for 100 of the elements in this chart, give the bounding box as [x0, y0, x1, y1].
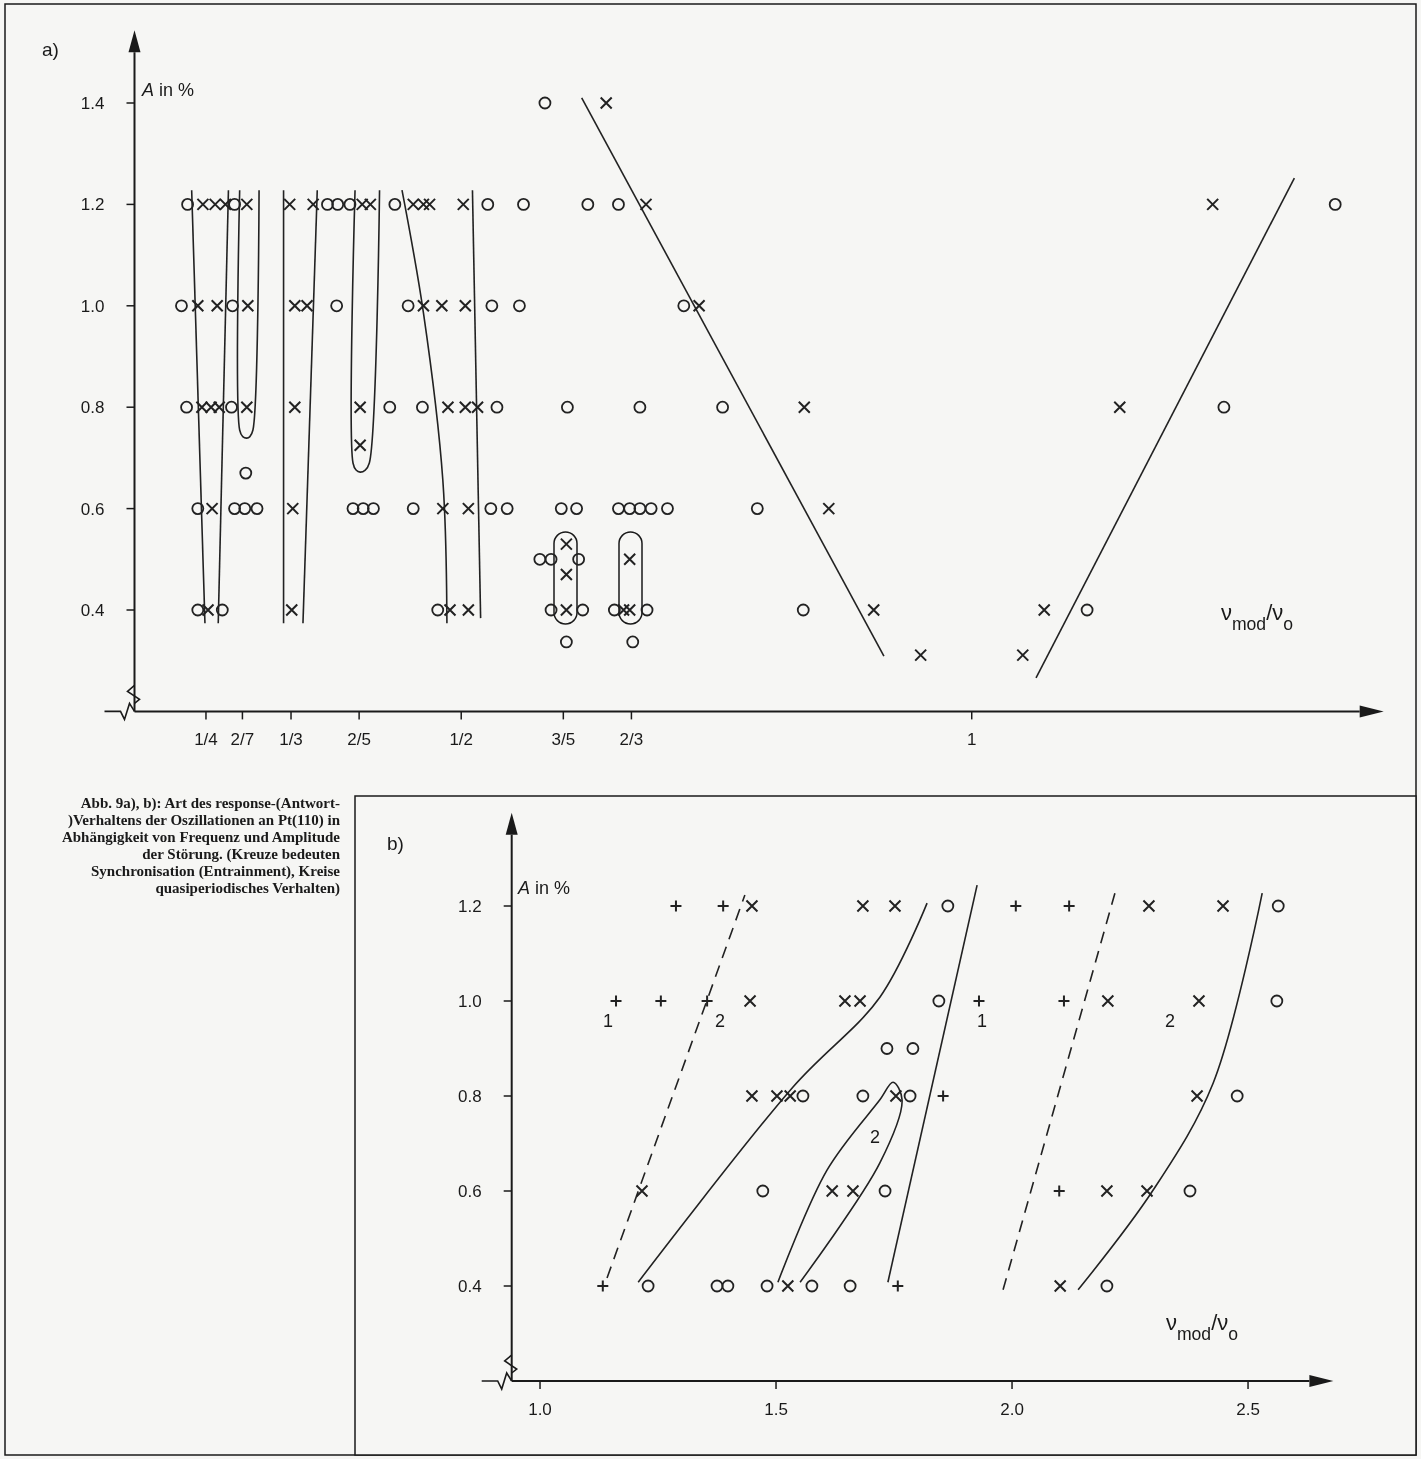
x-tick-label: 1/2	[449, 730, 474, 750]
point	[843, 1279, 857, 1293]
point	[880, 1042, 894, 1055]
y-tick-label: 1.0	[80, 296, 105, 316]
point	[285, 603, 299, 617]
point	[458, 299, 472, 313]
chart-title: b)	[387, 833, 404, 854]
point	[623, 552, 637, 566]
point	[639, 197, 653, 211]
annotation: 2	[714, 1011, 726, 1031]
point	[743, 994, 757, 1008]
point	[1206, 197, 1220, 211]
point	[1101, 994, 1115, 1008]
point	[617, 603, 631, 617]
point	[288, 400, 302, 414]
point	[1100, 1184, 1114, 1198]
point	[441, 400, 455, 414]
point	[781, 1279, 795, 1293]
point	[559, 603, 573, 617]
point	[416, 299, 430, 313]
annotation: 1	[976, 1011, 988, 1031]
point	[796, 1089, 810, 1103]
line-series	[1077, 892, 1263, 1291]
x-tick-label: 2/5	[347, 730, 371, 750]
point	[283, 197, 297, 211]
x-tick-label: 1	[966, 730, 977, 750]
point	[210, 299, 224, 313]
point	[822, 502, 836, 516]
y-tick-label: 0.8	[80, 398, 105, 418]
point	[1216, 899, 1230, 913]
line-series	[637, 902, 928, 1283]
x-tick-label: 3/5	[551, 730, 576, 750]
point	[745, 1089, 759, 1103]
y-axis-title: A in %	[141, 80, 195, 100]
point	[856, 1089, 870, 1103]
point	[435, 299, 449, 313]
x-tick-label: 1/3	[279, 730, 303, 750]
point	[599, 96, 613, 110]
y-tick-label: 0.4	[80, 601, 105, 620]
point	[241, 299, 255, 313]
y-tick-label: 1.0	[458, 992, 482, 1011]
point	[721, 1279, 735, 1293]
point	[201, 603, 215, 617]
point	[853, 994, 867, 1008]
point	[888, 899, 902, 913]
annotation: 2	[869, 1127, 881, 1147]
point	[1190, 1089, 1204, 1103]
y-tick-label: 1.2	[458, 897, 482, 916]
point	[353, 438, 367, 452]
point	[286, 502, 300, 516]
y-tick-label: 1.4	[80, 94, 105, 113]
annotation: 1	[602, 1011, 614, 1031]
y-tick-label: 0.6	[458, 1182, 482, 1201]
y-axis-title: A in %	[517, 878, 571, 898]
x-tick-label: 1.5	[764, 1400, 788, 1419]
point	[240, 197, 254, 211]
point	[941, 899, 955, 913]
point	[1113, 400, 1127, 414]
point	[191, 299, 205, 313]
point	[240, 400, 254, 414]
point	[760, 1279, 774, 1293]
point	[1053, 1279, 1067, 1293]
point	[635, 1184, 649, 1198]
caption: Abb. 9a), b): Art des response-(Antwort-)Verhaltens der Oszillationen an Pt(110) in Abhängigkeit von Frequenz und Amplitude der Störung. (Kreuze bedeuten Synchronisation (Entrainment), Kreise quasiperiodisches Verhalten)	[61, 795, 341, 897]
y-tick-label: 0.8	[458, 1087, 482, 1106]
x-tick-label: 1/4	[194, 730, 218, 750]
point	[641, 1279, 655, 1293]
point	[353, 400, 367, 414]
point	[1271, 899, 1285, 913]
point	[805, 1279, 819, 1293]
point	[867, 603, 881, 617]
x-tick-label: 2.0	[1000, 1400, 1024, 1419]
point	[559, 537, 573, 551]
point	[205, 502, 219, 516]
point	[906, 1042, 920, 1055]
point	[889, 1089, 903, 1103]
x-tick-label: 2/3	[619, 730, 644, 750]
point	[825, 1184, 839, 1198]
point	[461, 502, 475, 516]
point	[797, 400, 811, 414]
y-tick-label: 1.2	[80, 195, 105, 215]
point	[710, 1279, 724, 1293]
point	[1142, 899, 1156, 913]
point	[423, 197, 437, 211]
point	[1192, 994, 1206, 1008]
point	[443, 603, 457, 617]
point	[903, 1089, 917, 1103]
point	[461, 603, 475, 617]
point	[1016, 648, 1030, 662]
y-tick-label: 0.6	[80, 499, 105, 519]
point	[559, 568, 573, 582]
point	[1100, 1279, 1114, 1293]
annotation: 2	[1164, 1011, 1176, 1031]
point	[456, 197, 470, 211]
point	[306, 197, 320, 211]
point	[1230, 1089, 1244, 1103]
point	[623, 603, 637, 617]
x-tick-label: 1.0	[528, 1400, 552, 1419]
point	[1140, 1184, 1154, 1198]
point	[846, 1184, 860, 1198]
